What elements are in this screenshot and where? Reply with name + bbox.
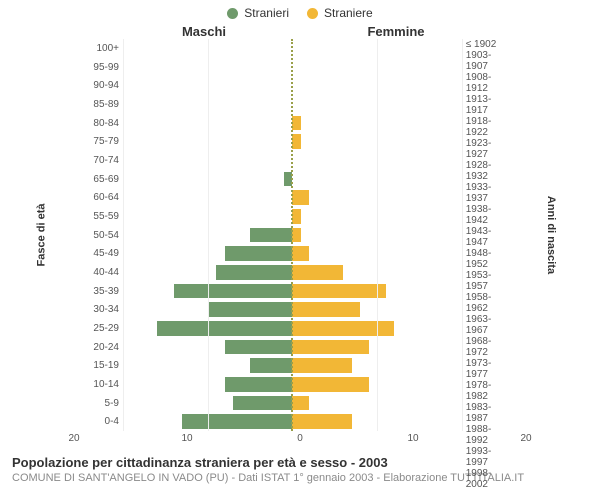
- age-tick: 75-79: [73, 132, 119, 151]
- plot-area: Fasce di età 100+95-9990-9485-8980-8475-…: [10, 39, 590, 431]
- population-pyramid-chart: Stranieri Straniere Maschi Femmine Fasce…: [0, 0, 600, 500]
- header-male: Maschi: [74, 24, 294, 39]
- legend-item-female: Straniere: [307, 6, 373, 20]
- age-tick: 60-64: [73, 188, 119, 207]
- birth-year-tick: 1998-2002: [466, 468, 512, 490]
- column-headers: Maschi Femmine: [10, 24, 590, 39]
- legend-label-female: Straniere: [324, 6, 373, 20]
- birth-year-tick: 1978-1982: [466, 380, 512, 402]
- male-bar: [225, 340, 293, 355]
- age-tick: 85-89: [73, 95, 119, 114]
- birth-year-tick: 1923-1927: [466, 138, 512, 160]
- age-tick: 20-24: [73, 338, 119, 357]
- x-tick-label: 10: [407, 433, 418, 444]
- y-axis-label-left: Fasce di età: [10, 39, 73, 431]
- female-bar: [292, 284, 385, 299]
- age-tick: 45-49: [73, 244, 119, 263]
- male-bar: [225, 246, 293, 261]
- age-tick: 40-44: [73, 263, 119, 282]
- birth-year-tick: 1908-1912: [466, 72, 512, 94]
- age-tick: 95-99: [73, 58, 119, 77]
- age-tick: 10-14: [73, 375, 119, 394]
- legend-swatch-female: [307, 8, 318, 19]
- y-ticks-left: 100+95-9990-9485-8980-8475-7970-7465-696…: [73, 39, 123, 431]
- male-bar: [233, 396, 292, 411]
- female-bar: [292, 302, 360, 317]
- birth-year-tick: 1938-1942: [466, 204, 512, 226]
- x-tick-label: 20: [520, 433, 531, 444]
- female-bar: [292, 265, 343, 280]
- legend-item-male: Stranieri: [227, 6, 289, 20]
- birth-year-tick: 1903-1907: [466, 50, 512, 72]
- female-bar: [292, 321, 394, 336]
- female-bar: [292, 414, 351, 429]
- birth-year-tick: 1963-1967: [466, 314, 512, 336]
- male-bar: [225, 377, 293, 392]
- birth-year-tick: 1958-1962: [466, 292, 512, 314]
- female-bar: [292, 190, 309, 205]
- age-tick: 0-4: [73, 412, 119, 431]
- birth-year-tick: 1918-1922: [466, 116, 512, 138]
- x-tick-label: 0: [297, 433, 303, 444]
- female-bar: [292, 358, 351, 373]
- male-bar: [250, 358, 292, 373]
- age-tick: 35-39: [73, 282, 119, 301]
- y-axis-label-right: Anni di nascita: [512, 39, 590, 431]
- birth-year-tick: 1913-1917: [466, 94, 512, 116]
- center-divider: [291, 39, 293, 431]
- bars-area: [123, 39, 462, 431]
- birth-year-tick: 1928-1932: [466, 160, 512, 182]
- gridline: [462, 39, 463, 431]
- age-tick: 30-34: [73, 300, 119, 319]
- male-bar: [250, 228, 292, 243]
- gridline: [377, 39, 378, 431]
- age-tick: 25-29: [73, 319, 119, 338]
- birth-year-tick: 1968-1972: [466, 336, 512, 358]
- female-bar: [292, 116, 300, 131]
- age-tick: 5-9: [73, 394, 119, 413]
- birth-year-tick: 1948-1952: [466, 248, 512, 270]
- age-tick: 55-59: [73, 207, 119, 226]
- female-bar: [292, 246, 309, 261]
- birth-year-tick: 1983-1987: [466, 402, 512, 424]
- female-bar: [292, 340, 368, 355]
- x-tick-label: 10: [181, 433, 192, 444]
- female-bar: [292, 209, 300, 224]
- birth-year-tick: 1943-1947: [466, 226, 512, 248]
- age-tick: 100+: [73, 39, 119, 58]
- female-bar: [292, 134, 300, 149]
- male-bar: [208, 302, 293, 317]
- male-bar: [157, 321, 293, 336]
- age-tick: 65-69: [73, 170, 119, 189]
- y-ticks-right: ≤ 19021903-19071908-19121913-19171918-19…: [462, 39, 512, 431]
- legend: Stranieri Straniere: [10, 6, 590, 20]
- age-tick: 80-84: [73, 114, 119, 133]
- gridline: [123, 39, 124, 431]
- birth-year-tick: 1993-1997: [466, 446, 512, 468]
- gridline: [208, 39, 209, 431]
- female-bar: [292, 377, 368, 392]
- birth-year-tick: 1933-1937: [466, 182, 512, 204]
- age-tick: 70-74: [73, 151, 119, 170]
- legend-swatch-male: [227, 8, 238, 19]
- female-bar: [292, 228, 300, 243]
- birth-year-tick: 1973-1977: [466, 358, 512, 380]
- legend-label-male: Stranieri: [244, 6, 289, 20]
- birth-year-tick: ≤ 1902: [466, 39, 512, 50]
- x-ticks: 201001020: [74, 433, 526, 449]
- x-axis: 20 10 0 10 20: [10, 433, 590, 449]
- x-tick-label: 20: [68, 433, 79, 444]
- female-bar: [292, 396, 309, 411]
- male-bar: [174, 284, 293, 299]
- male-bar: [216, 265, 292, 280]
- header-female: Femmine: [306, 24, 526, 39]
- birth-year-tick: 1953-1957: [466, 270, 512, 292]
- male-bar: [182, 414, 292, 429]
- age-tick: 90-94: [73, 76, 119, 95]
- age-tick: 15-19: [73, 356, 119, 375]
- age-tick: 50-54: [73, 226, 119, 245]
